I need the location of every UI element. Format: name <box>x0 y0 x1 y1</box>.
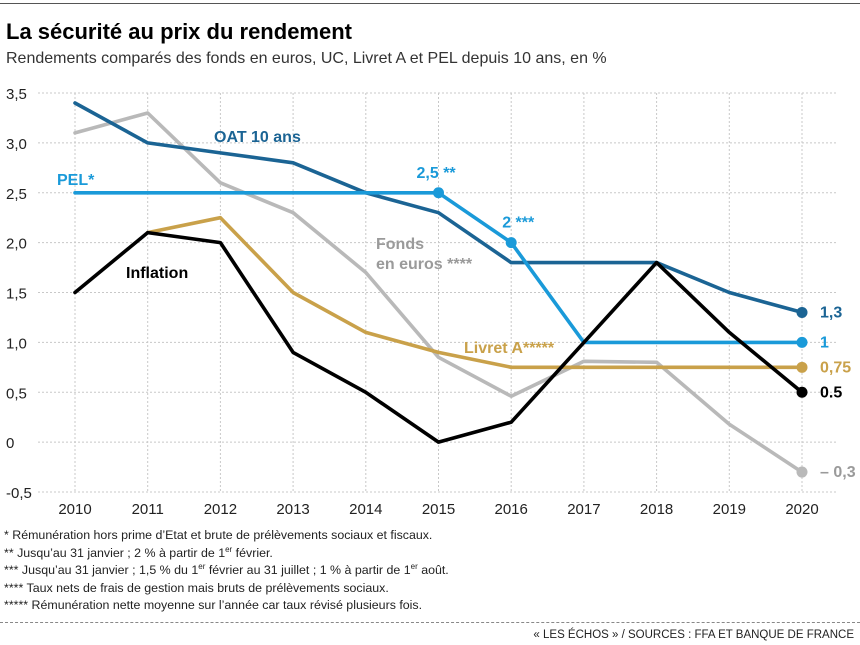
end-point-inflation <box>796 386 808 398</box>
footnote-4: **** Taux nets de frais de gestion mais … <box>4 580 389 595</box>
series-labels: – 0,3 Fonds en euros **** 0,75 Livret A*****… <box>57 129 856 481</box>
annotation-label-pel: 2 *** <box>502 215 535 232</box>
y-tick-label: 0,5 <box>6 385 27 402</box>
series-line-inflation <box>73 230 804 444</box>
end-value-label-inflation: 0.5 <box>820 384 842 401</box>
y-tick-label: 2,0 <box>6 236 27 253</box>
x-tick-label: 2016 <box>495 501 528 518</box>
end-value-label-fonds-en-euros: – 0,3 <box>820 464 856 481</box>
end-point-livret-a <box>796 361 808 373</box>
end-point-fonds-en-euros <box>796 466 808 478</box>
footnote-3: *** Jusqu’au 31 janvier ; 1,5 % du 1er f… <box>4 561 449 577</box>
x-tick-label: 2011 <box>132 501 164 518</box>
footnote-5: ***** Rémunération nette moyenne sur l’a… <box>4 598 423 612</box>
chart-title: La sécurité au prix du rendement <box>6 19 352 44</box>
x-tick-label: 2012 <box>204 501 237 518</box>
line-chart: -0,500,51,01,52,02,53,03,5 2010 2011 2012 2… <box>6 86 856 518</box>
annotation-point-pel <box>505 237 517 249</box>
x-tick-label: 2018 <box>640 501 673 518</box>
y-tick-label: 2,5 <box>6 186 27 203</box>
y-tick-label: 3,0 <box>6 136 27 153</box>
series-line-oat-10-ans <box>73 101 804 315</box>
series-markers <box>433 187 808 478</box>
top-rule <box>0 3 860 4</box>
x-axis-ticks: 2010 2011 2012 2013 2014 2015 2016 2017 2018 2019… <box>58 501 818 518</box>
dashed-separator <box>0 622 860 623</box>
annotation-point-pel <box>433 187 444 199</box>
series-name-label-pel: PEL* <box>57 172 95 189</box>
series-line-livret-a <box>145 215 804 370</box>
y-tick-label: 3,5 <box>6 86 27 103</box>
y-tick-label: -0,5 <box>6 485 32 502</box>
series-name-label-livret-a: Livret A***** <box>464 340 555 357</box>
x-tick-label: 2015 <box>422 501 455 518</box>
series-name-label-fonds-en-euros: en euros **** <box>376 256 473 273</box>
end-value-label-oat-10-ans: 1,3 <box>820 304 842 321</box>
y-axis-ticks: -0,5 0 0,5 1,0 1,5 2,0 2,5 3,0 3,5 <box>6 86 32 502</box>
source-credit: « LES ÉCHOS » / SOURCES : FFA ET BANQUE … <box>533 629 854 641</box>
x-tick-label: 2013 <box>276 501 309 518</box>
footnote-1: * Rémunération hors prime d’Etat et brut… <box>4 528 433 542</box>
end-point-oat-10-ans <box>796 306 808 318</box>
grid <box>38 92 838 493</box>
y-tick-label: 1,0 <box>6 335 27 352</box>
chart-subtitle: Rendements comparés des fonds en euros, … <box>6 50 607 67</box>
end-point-pel <box>796 336 808 348</box>
x-tick-label: 2010 <box>58 501 91 518</box>
series-name-label-oat-10-ans: OAT 10 ans <box>214 129 301 146</box>
y-tick-label: 0 <box>6 435 14 452</box>
series-name-label-fonds-en-euros: Fonds <box>376 236 424 253</box>
series-name-label-inflation: Inflation <box>126 265 188 282</box>
x-tick-label: 2020 <box>785 501 818 518</box>
footnotes: * Rémunération hors prime d’Etat et brut… <box>4 527 449 615</box>
y-tick-label: 1,5 <box>6 286 27 303</box>
end-value-label-pel: 1 <box>820 334 829 351</box>
series-line-fonds-en-euros <box>73 111 804 474</box>
end-value-label-livret-a: 0,75 <box>820 359 851 376</box>
footnote-2: ** Jusqu’au 31 janvier ; 2 % à partir de… <box>4 544 273 560</box>
x-tick-label: 2017 <box>567 501 600 518</box>
annotation-label-pel: 2,5 ** <box>417 165 457 182</box>
x-tick-label: 2014 <box>349 501 382 518</box>
x-tick-label: 2019 <box>713 501 746 518</box>
